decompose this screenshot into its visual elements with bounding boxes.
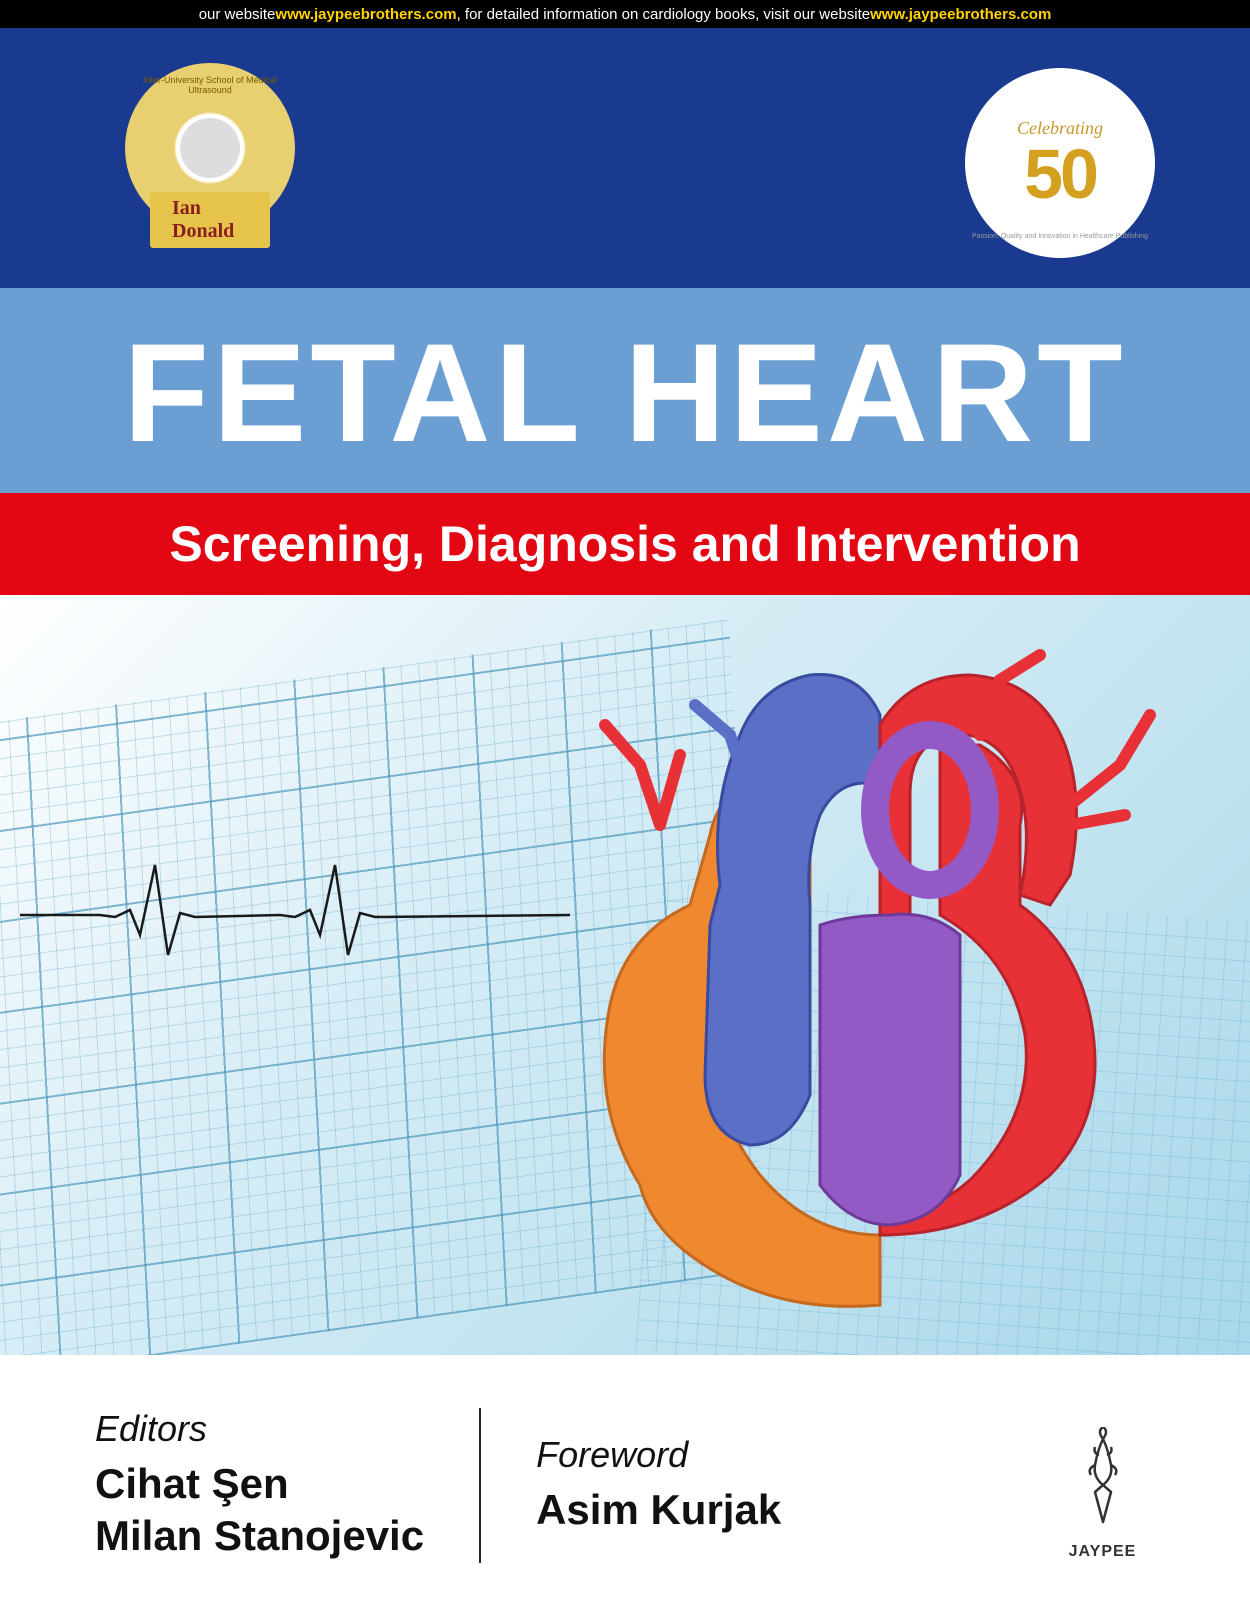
publisher-name: JAYPEE [1069,1543,1137,1561]
editors-column: Editors Cihat Şen Milan Stanojevic [95,1408,424,1563]
anniversary-arc-text: Passion, Quality and Innovation in Healt… [972,233,1148,240]
foreword-column: Foreword Asim Kurjak [536,1434,1050,1537]
editor-name-2: Milan Stanojevic [95,1510,424,1563]
anniversary-number: 50 [1024,139,1096,209]
anniversary-badge: Celebrating 50 Passion, Quality and Inno… [965,68,1155,258]
book-subtitle: Screening, Diagnosis and Intervention [0,515,1250,573]
editors-label: Editors [95,1408,424,1450]
foreword-name: Asim Kurjak [536,1484,1050,1537]
banner-url-1[interactable]: www.jaypeebrothers.com [275,6,456,23]
banner-text-pre: our website [199,6,276,23]
editor-name-1: Cihat Şen [95,1458,424,1511]
publisher-column: JAYPEE [1050,1410,1155,1561]
ian-donald-badge: Inter-University School of Medical Ultra… [90,63,330,253]
top-banner: our website www.jaypeebrothers.com , for… [0,0,1250,28]
foreword-label: Foreword [536,1434,1050,1476]
header-section: Inter-University School of Medical Ultra… [0,28,1250,288]
heart-illustration-icon [510,625,1190,1345]
footer-divider [479,1408,481,1563]
title-band: FETAL HEART [0,288,1250,493]
hero-image-area [0,595,1250,1355]
publisher-logo-icon [1050,1410,1155,1545]
portrait-icon [180,118,240,178]
ecg-trace-icon [20,855,570,975]
footer-section: Editors Cihat Şen Milan Stanojevic Forew… [0,1370,1250,1600]
seal-arc-text: Inter-University School of Medical Ultra… [125,75,295,95]
banner-url-2[interactable]: www.jaypeebrothers.com [870,6,1051,23]
ribbon-label: Ian Donald [150,192,270,248]
banner-text-mid: , for detailed information on cardiology… [457,6,871,23]
subtitle-band: Screening, Diagnosis and Intervention [0,493,1250,595]
book-title: FETAL HEART [0,323,1250,463]
